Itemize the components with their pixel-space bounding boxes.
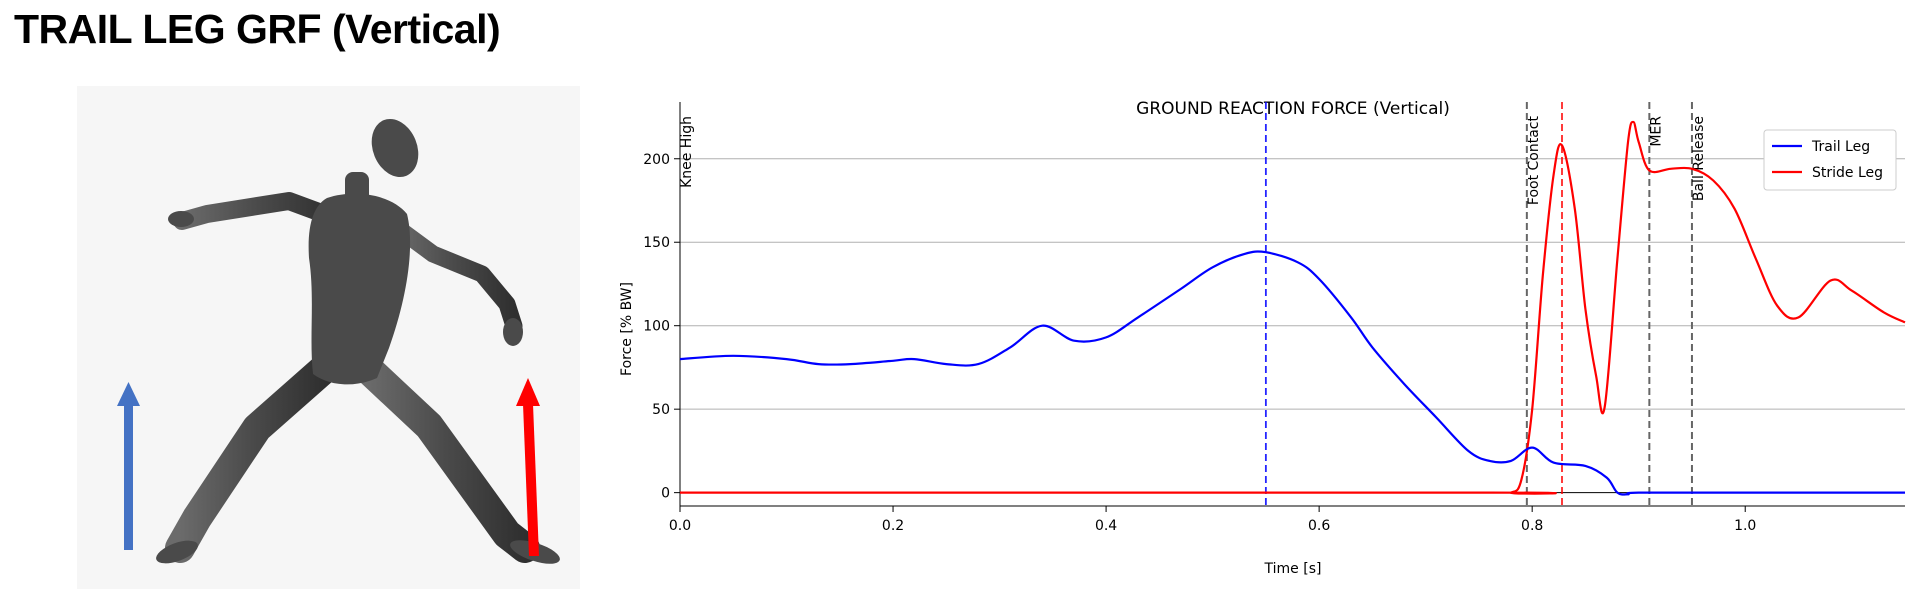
event-label: Foot Contact: [1526, 115, 1542, 205]
x-tick-label: 0.4: [1095, 518, 1117, 534]
y-tick-label: 150: [643, 235, 670, 251]
legend-label-trail-leg: Trail Leg: [1811, 139, 1870, 155]
right-hand: [503, 318, 523, 346]
right-leg: [352, 353, 540, 563]
event-label: Knee High: [679, 116, 695, 188]
head: [371, 118, 419, 178]
stride-leg-force-arrow: [516, 378, 540, 556]
axes: [679, 102, 1905, 507]
trail-leg-force-arrow: [117, 382, 140, 550]
y-axis-ticks: 0 50 100 150 200: [643, 152, 680, 502]
right-arm: [386, 217, 523, 335]
y-axis-label: Force [% BW]: [619, 282, 635, 376]
series-lines: [679, 120, 1906, 496]
left-foot: [156, 540, 198, 564]
y-tick-label: 100: [643, 319, 670, 335]
series-line-trail-leg: [679, 250, 1906, 496]
event-label: Ball Release: [1691, 116, 1707, 201]
neck: [345, 172, 369, 204]
x-tick-label: 0.2: [882, 518, 904, 534]
x-tick-label: 0.0: [669, 518, 691, 534]
x-tick-label: 0.6: [1308, 518, 1330, 534]
figure-panel: [77, 86, 580, 589]
left-arm: [173, 192, 344, 230]
page-title: TRAIL LEG GRF (Vertical): [14, 6, 501, 52]
torso: [308, 193, 411, 385]
x-tick-label: 0.8: [1521, 518, 1543, 534]
x-axis-ticks: 0.0 0.2 0.4 0.6 0.8 1.0: [669, 506, 1756, 534]
grid-lines: [680, 158, 1905, 494]
x-tick-label: 1.0: [1734, 518, 1756, 534]
left-leg: [165, 353, 340, 563]
grf-chart: GROUND REACTION FORCE (Vertical) 0 50 100 1…: [619, 99, 1906, 577]
peak-markers: [1264, 102, 1563, 506]
y-tick-label: 0: [661, 486, 670, 502]
event-label: MER: [1648, 116, 1664, 147]
x-axis-label: Time [s]: [1264, 561, 1322, 577]
y-tick-label: 50: [652, 402, 670, 418]
humanoid-pitcher-figure: [117, 118, 560, 564]
legend: Trail Leg Stride Leg: [1763, 129, 1897, 191]
y-tick-label: 200: [643, 152, 670, 168]
legend-label-stride-leg: Stride Leg: [1812, 165, 1883, 181]
series-line-stride-leg: [680, 120, 1906, 495]
event-markers: Knee High Foot Contact MER Ball Release: [679, 102, 1707, 506]
left-hand: [168, 211, 194, 227]
chart-title: GROUND REACTION FORCE (Vertical): [1136, 99, 1450, 119]
